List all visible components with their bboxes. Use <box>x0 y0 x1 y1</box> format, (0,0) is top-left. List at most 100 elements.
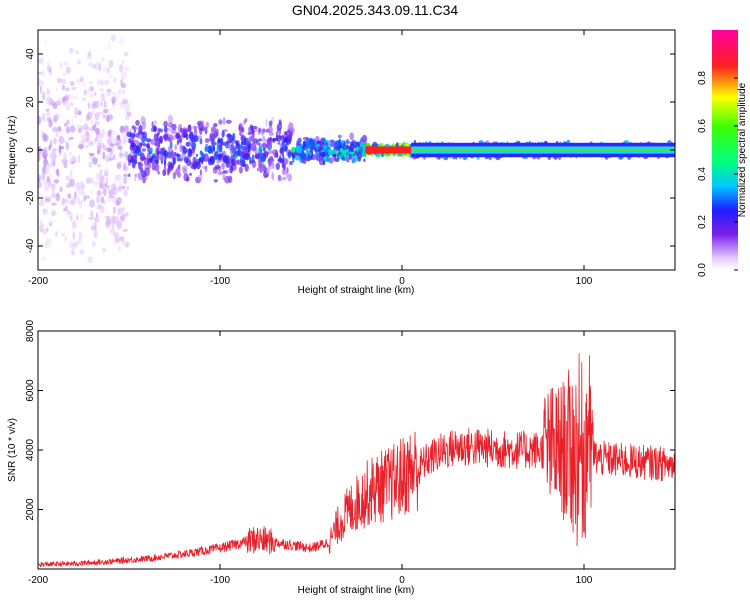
spectrogram-cell-0-446 <box>80 199 83 205</box>
spectrogram-cell-0-193 <box>38 71 43 75</box>
spectrogram-cell-0-195 <box>65 141 69 151</box>
spectrogram-cell-0-431 <box>89 199 95 208</box>
spectrogram-cell-0-208 <box>39 222 45 226</box>
spectrogram-cell-1-333 <box>207 145 212 154</box>
spectrogram-cell-0-428 <box>69 178 75 188</box>
spectrogram-cell-1-495 <box>177 164 181 170</box>
spectrogram-cell-1-519 <box>227 136 231 144</box>
spectrogram-cell-0-337 <box>103 182 108 189</box>
spectrogram-cell-0-294 <box>61 78 67 85</box>
spectrogram-cell-1-383 <box>132 126 139 131</box>
spectrogram-cell-2-201 <box>297 137 302 143</box>
spectrogram-cell-1-450 <box>268 140 272 148</box>
snr-ytick-label-0: 2000 <box>25 498 36 521</box>
spectrogram-cell-0-279 <box>71 197 77 206</box>
spectrogram-cell-0-78 <box>99 88 105 92</box>
spectrogram-cell-0-155 <box>72 231 76 240</box>
spectrogram-cell-1-451 <box>285 137 289 143</box>
snr-ytick-label-1: 4000 <box>25 438 36 461</box>
spectrogram-cell-1-339 <box>137 162 141 170</box>
spectrogram-cell-1-275 <box>170 129 177 135</box>
spectrogram-cell-0-31 <box>102 114 106 119</box>
spectrogram-cell-2-126 <box>359 138 366 142</box>
spectrogram-cell-2-209 <box>332 153 337 158</box>
spectrogram-cell-2-195 <box>294 155 301 161</box>
snr-marks <box>38 353 675 568</box>
colorbar-tick-label-4: 0.8 <box>697 71 708 85</box>
spectrogram-cell-1-468 <box>187 153 192 158</box>
spectrogram-cell-1-422 <box>154 140 159 146</box>
spectrogram-cell-0-272 <box>42 207 45 216</box>
spectrogram-cell-1-239 <box>258 145 262 155</box>
spectrogram-cell-0-365 <box>123 135 126 144</box>
spectrogram-cell-1-294 <box>212 168 218 174</box>
spectrogram-cell-1-371 <box>171 123 177 131</box>
spectrogram-cell-1-320 <box>259 127 262 133</box>
spectrogram-cell-1-508 <box>144 167 150 177</box>
spectrogram-cell-0-55 <box>97 78 100 86</box>
spectrogram-cell-1-522 <box>250 142 257 152</box>
spectrogram-cell-1-487 <box>223 158 230 164</box>
spectrogram-cell-0-284 <box>124 212 129 217</box>
spectrogram-cell-2-131 <box>315 135 320 142</box>
spectrogram-cell-0-39 <box>87 102 90 110</box>
spectrogram-cell-0-302 <box>88 50 91 58</box>
spectrogram-cell-0-91 <box>55 193 61 202</box>
spectrogram-cell-0-287 <box>102 151 106 160</box>
spectrogram-cell-1-429 <box>287 173 292 182</box>
spectrogram-cell-0-425 <box>77 58 82 65</box>
spectrogram-ytick-label-4: 40 <box>25 48 36 60</box>
spectrogram-cell-0-59 <box>74 114 77 119</box>
spectrogram-cell-0-333 <box>86 145 89 149</box>
spectrogram-cell-0-378 <box>106 137 112 144</box>
spectrogram-cell-0-210 <box>52 103 58 110</box>
spectrogram-cell-1-312 <box>163 126 168 133</box>
spectrogram-cell-0-355 <box>91 214 94 220</box>
spectrogram-cell-0-30 <box>59 186 63 193</box>
spectrogram-ytick-label-0: -40 <box>25 238 36 253</box>
spectrogram-cell-1-526 <box>204 146 209 152</box>
spectrogram-cell-0-444 <box>88 161 93 168</box>
spectrogram-cell-1-523 <box>278 119 282 126</box>
spectrogram-cell-0-325 <box>66 209 71 215</box>
spectrogram-cell-1-12 <box>167 114 174 123</box>
spectrogram-cell-1-376 <box>164 150 169 159</box>
spectrogram-cell-1-136 <box>262 147 266 152</box>
spectrogram-cell-0-320 <box>87 256 93 264</box>
spectrogram-cell-1-441 <box>239 156 245 165</box>
spectrogram-cell-1-271 <box>193 129 198 137</box>
spectrogram-cell-0-253 <box>55 88 59 91</box>
spectrogram-cell-0-421 <box>81 97 87 102</box>
spectrogram-cell-1-214 <box>251 125 258 130</box>
spectrogram-cell-1-324 <box>278 127 282 135</box>
spectrogram-cell-1-511 <box>241 127 245 133</box>
spectrogram-cell-0-146 <box>46 163 52 168</box>
spectrogram-cell-0-186 <box>51 202 57 206</box>
spectrogram-cell-0-391 <box>58 100 61 104</box>
spectrogram-cell-2-185 <box>349 151 355 155</box>
spectrogram-cell-0-339 <box>102 187 107 196</box>
spectrogram-cell-0-362 <box>46 95 51 105</box>
snr-xtick-label-1: -100 <box>210 575 230 586</box>
spectrogram-cell-0-411 <box>108 194 114 199</box>
spectrogram-cell-1-155 <box>204 165 208 173</box>
spectrogram-cell-0-229 <box>99 79 104 86</box>
spectrogram-cell-1-352 <box>272 149 279 156</box>
spectrogram-cell-0-237 <box>69 151 72 157</box>
spectrogram-cell-0-299 <box>69 125 76 133</box>
spectrogram-cell-1-232 <box>167 137 172 141</box>
spectrogram-cell-0-251 <box>123 161 126 170</box>
spectrogram-cell-1-318 <box>237 149 241 157</box>
spectrogram-xtick-label-0: -200 <box>28 276 48 287</box>
spectrogram-cell-0-331 <box>70 215 73 222</box>
spectrogram-cell-1-261 <box>244 118 248 123</box>
spectrogram-cell-0-223 <box>51 127 58 133</box>
spectrogram-cell-0-235 <box>126 102 131 111</box>
spectrogram-cell-2-220 <box>331 149 337 155</box>
spectrogram-cell-1-525 <box>191 146 196 154</box>
spectrogram-cell-1-314 <box>255 153 261 160</box>
spectrogram-cell-0-172 <box>100 196 105 204</box>
spectrogram-cell-0-314 <box>99 169 103 174</box>
